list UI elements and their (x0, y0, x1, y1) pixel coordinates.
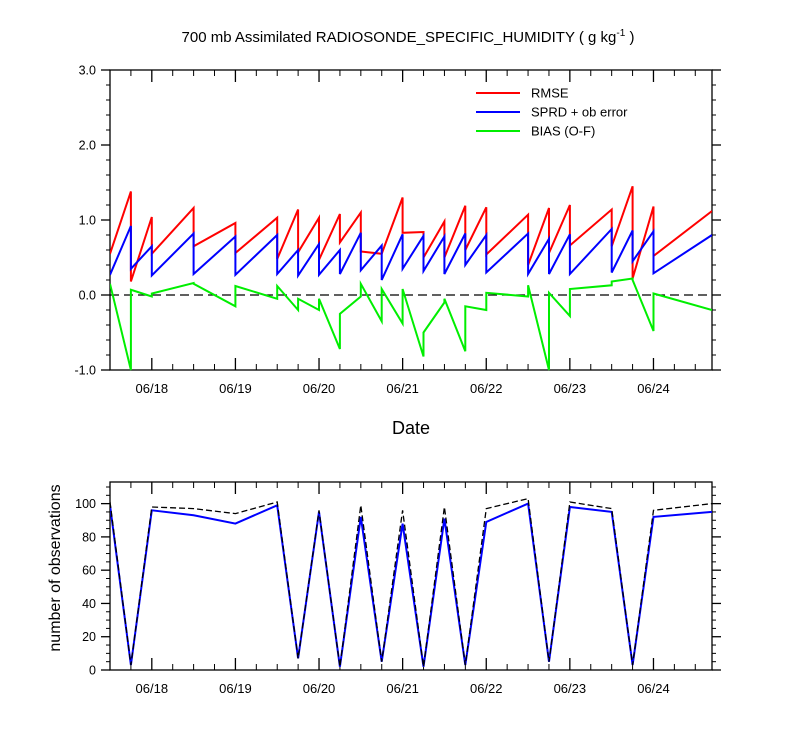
legend-label: BIAS (O-F) (531, 124, 595, 139)
y-tick-label: 1.0 (79, 214, 96, 228)
x-tick-label: 06/20 (303, 681, 336, 696)
bottom-panel: 06/18 06/19 06/20 06/21 06/22 06/23 06/24 0 20 40… (47, 481, 721, 696)
x-tick-label: 06/20 (303, 381, 336, 396)
series-line-sprd-ob-error (110, 225, 712, 281)
y-tick-label: 0.0 (79, 289, 96, 303)
y-tick-label: 100 (75, 497, 96, 511)
series-line-assimilated (110, 502, 712, 667)
y-tick-label: -1.0 (74, 364, 96, 378)
title-main: 700 mb Assimilated RADIOSONDE_SPECIFIC_H… (182, 29, 617, 46)
y-tick-label: 20 (82, 630, 96, 644)
x-tick-label: 06/24 (637, 381, 670, 396)
y-tick-label: 2.0 (79, 139, 96, 153)
y-axis-label: number of observations (47, 484, 64, 651)
plot-frame (109, 481, 713, 671)
title-superscript: -1 (616, 28, 625, 39)
legend-label: SPRD + ob error (531, 105, 628, 120)
y-tick-label: 80 (82, 530, 96, 544)
x-tick-label: 06/23 (554, 681, 587, 696)
y-tick-label: 40 (82, 597, 96, 611)
x-tick-label: 06/24 (637, 681, 670, 696)
series-group (110, 185, 712, 371)
x-tick-label: 06/22 (470, 381, 503, 396)
x-tick-label: 06/18 (136, 381, 169, 396)
x-tick-label: 06/19 (219, 381, 252, 396)
x-tick-label: 06/19 (219, 681, 252, 696)
legend: RMSE SPRD + ob error BIAS (O-F) (476, 86, 628, 139)
x-axis-label: Date (392, 418, 430, 438)
y-tick-label: 0 (89, 664, 96, 678)
series-line-bias-o-f (110, 277, 712, 371)
series-line-total (110, 497, 712, 667)
x-tick-label: 06/18 (136, 681, 169, 696)
top-panel: 06/18 06/19 06/20 06/21 06/22 06/23 06/24 -1.0 0… (74, 28, 721, 438)
x-tick-label: 06/21 (386, 681, 419, 696)
legend-label: RMSE (531, 86, 569, 101)
chart-title: 700 mb Assimilated RADIOSONDE_SPECIFIC_H… (182, 28, 635, 46)
series-group (110, 497, 712, 667)
y-tick-label: 60 (82, 564, 96, 578)
y-tick-label: 3.0 (79, 64, 96, 78)
x-tick-label: 06/23 (554, 381, 587, 396)
title-end: ) (625, 29, 634, 46)
x-tick-label: 06/22 (470, 681, 503, 696)
x-tick-label: 06/21 (386, 381, 419, 396)
